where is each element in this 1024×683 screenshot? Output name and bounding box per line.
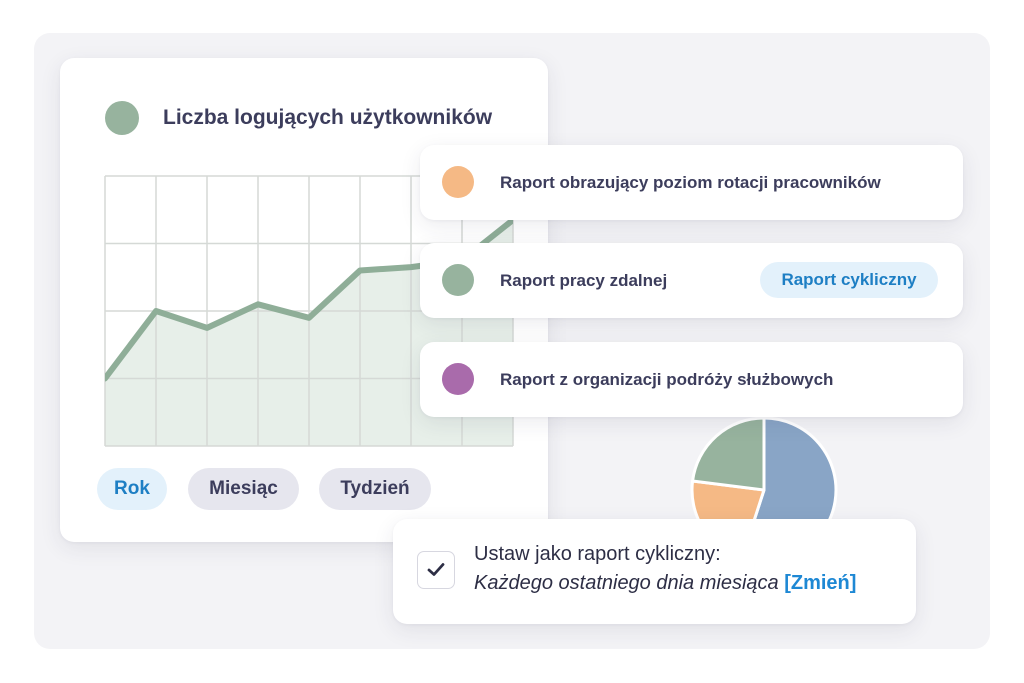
pie-slice bbox=[751, 416, 838, 523]
report-item-rotation[interactable]: Raport obrazujący poziom rotacji pracown… bbox=[420, 145, 963, 220]
tab-tydzien[interactable]: Tydzień bbox=[319, 468, 431, 510]
report-color-dot bbox=[442, 363, 474, 395]
cyclic-setting-card: Ustaw jako raport cykliczny: Każdego ost… bbox=[393, 519, 916, 624]
report-color-dot bbox=[442, 166, 474, 198]
report-color-dot bbox=[442, 264, 474, 296]
change-schedule-link[interactable]: [Zmień] bbox=[784, 572, 857, 594]
cyclic-schedule-text: Każdego ostatniego dnia miesiąca [Zmień] bbox=[474, 572, 856, 595]
report-label: Raport z organizacji podróży służbowych bbox=[500, 370, 834, 389]
report-item-business-travel[interactable]: Raport z organizacji podróży służbowych bbox=[420, 342, 963, 417]
series-color-dot bbox=[105, 101, 139, 135]
cyclic-report-badge: Raport cykliczny bbox=[760, 262, 938, 298]
chart-title: Liczba logujących użytkowników bbox=[163, 106, 493, 129]
pie-slice bbox=[691, 416, 766, 492]
cyclic-setting-label: Ustaw jako raport cykliczny: bbox=[474, 543, 721, 565]
cyclic-checkbox[interactable] bbox=[417, 551, 455, 589]
tab-miesiac[interactable]: Miesiąc bbox=[188, 468, 299, 510]
pie-chart bbox=[690, 416, 838, 523]
report-item-remote-work[interactable]: Raport pracy zdalnej Raport cykliczny bbox=[420, 243, 963, 318]
tab-rok[interactable]: Rok bbox=[97, 468, 167, 510]
report-label: Raport obrazujący poziom rotacji pracown… bbox=[500, 173, 881, 192]
checkmark-icon bbox=[427, 563, 445, 576]
cyclic-schedule-value: Każdego ostatniego dnia miesiąca bbox=[474, 572, 779, 594]
pie-slice bbox=[690, 479, 766, 523]
report-label: Raport pracy zdalnej bbox=[500, 271, 668, 290]
